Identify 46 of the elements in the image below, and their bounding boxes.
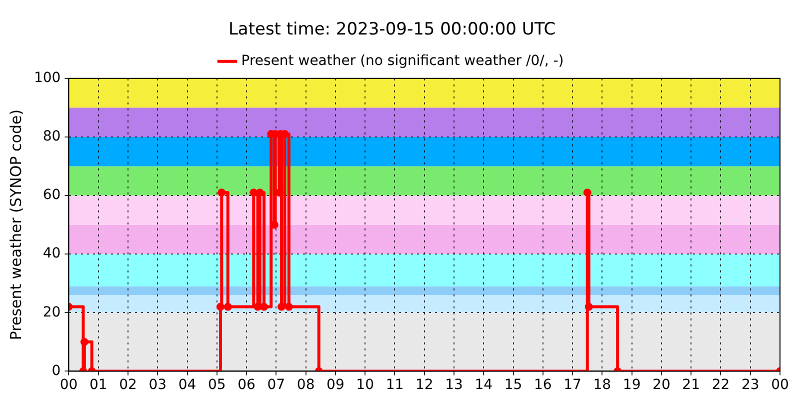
y-tick-label: 40 — [42, 246, 61, 262]
point — [278, 302, 286, 311]
point — [583, 188, 592, 197]
x-tick-label: 00 — [60, 377, 78, 394]
point — [250, 188, 258, 197]
point — [256, 188, 264, 197]
y-axis-title: Present weather (SYNOP code) — [6, 109, 25, 340]
y-tick-label: 60 — [42, 187, 61, 204]
x-tick-label: 05 — [208, 377, 226, 394]
x-tick-label: 00 — [771, 377, 789, 394]
x-tick-label: 06 — [238, 377, 256, 394]
x-tick-label: 14 — [474, 377, 493, 394]
x-tick-label: 22 — [712, 377, 730, 394]
y-tick-label: 80 — [42, 128, 61, 145]
point — [80, 338, 88, 346]
x-tick-label: 20 — [652, 377, 670, 394]
x-tick-label: 09 — [326, 377, 344, 394]
x-tick-label: 15 — [504, 377, 522, 394]
x-tick-label: 17 — [564, 377, 582, 394]
x-tick-label: 19 — [622, 377, 641, 394]
x-tick-label: 01 — [89, 377, 108, 394]
point — [254, 302, 262, 311]
x-tick-label: 10 — [356, 377, 374, 394]
x-tick-label: 18 — [593, 377, 612, 394]
point — [224, 302, 232, 311]
x-tick-label: 04 — [178, 377, 196, 394]
point — [260, 302, 268, 311]
x-tick-label: 02 — [119, 377, 137, 394]
x-tick-label: 23 — [741, 377, 760, 394]
x-tick-label: 03 — [148, 377, 167, 394]
x-tick-label: 13 — [445, 377, 463, 394]
y-tick-label: 100 — [34, 70, 61, 86]
x-tick-label: 16 — [534, 377, 552, 394]
y-tick-label: 0 — [52, 362, 61, 379]
y-tick-label: 20 — [42, 304, 61, 320]
point — [284, 302, 293, 311]
x-tick-label: 12 — [415, 377, 434, 394]
x-tick-label: 21 — [682, 377, 700, 394]
x-tick-label: 11 — [386, 377, 404, 394]
point — [584, 302, 593, 311]
point — [216, 302, 224, 311]
chart-title: Latest time: 2023-09-15 00:00:00 UTC — [228, 20, 556, 40]
legend-label: Present weather (no significant weather /0/, -) — [241, 53, 564, 70]
x-tick-label: 07 — [267, 377, 286, 394]
point — [218, 188, 226, 197]
x-tick-label: 08 — [296, 377, 315, 394]
